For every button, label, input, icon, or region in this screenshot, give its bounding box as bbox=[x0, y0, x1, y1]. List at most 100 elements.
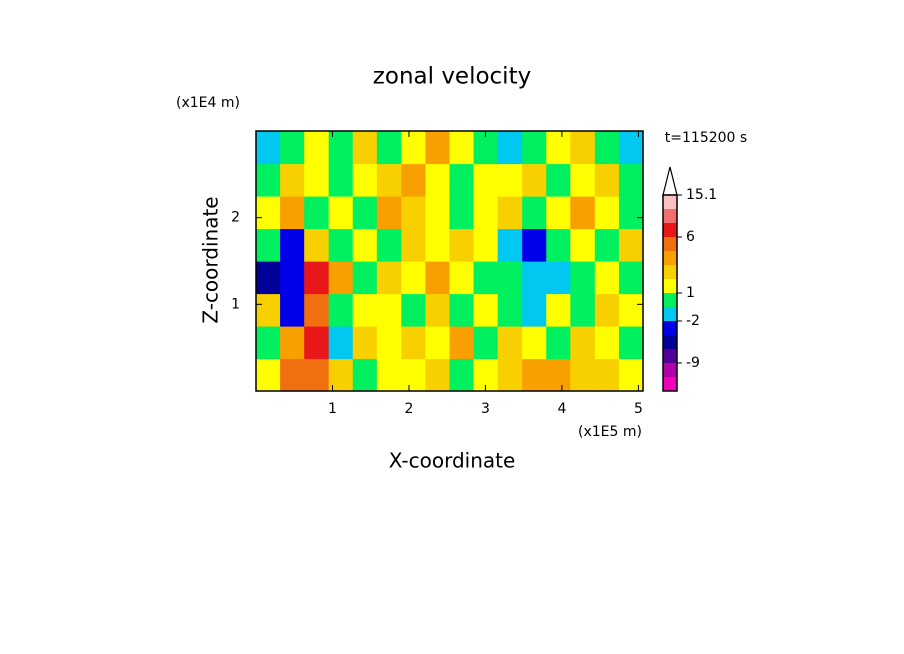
colorbar-segment bbox=[663, 363, 677, 377]
cell bbox=[546, 293, 571, 327]
cell bbox=[352, 163, 378, 197]
cell bbox=[497, 163, 523, 197]
cell bbox=[497, 228, 523, 262]
cell bbox=[522, 131, 547, 165]
colorbar-segment bbox=[663, 307, 677, 321]
cell bbox=[449, 293, 475, 327]
cell bbox=[376, 261, 402, 295]
colorbar-tick-label: 15.1 bbox=[686, 187, 717, 203]
cell bbox=[473, 326, 499, 360]
cell bbox=[473, 293, 499, 327]
cell bbox=[376, 163, 402, 197]
cell bbox=[497, 261, 523, 295]
cell bbox=[618, 163, 644, 197]
cell bbox=[304, 326, 330, 360]
cell bbox=[546, 131, 571, 165]
cell bbox=[618, 131, 644, 165]
colorbar-tick-label: -9 bbox=[686, 355, 700, 371]
cell bbox=[376, 228, 402, 262]
colorbar-segment bbox=[663, 377, 677, 391]
cell bbox=[328, 261, 354, 295]
cell bbox=[425, 358, 451, 392]
cell bbox=[546, 326, 571, 360]
cell bbox=[522, 293, 547, 327]
cell bbox=[376, 293, 402, 327]
y-tick-label: 1 bbox=[231, 296, 240, 312]
cell bbox=[352, 326, 378, 360]
colorbar-segment bbox=[663, 251, 677, 265]
cell bbox=[570, 293, 596, 327]
cell bbox=[594, 163, 620, 197]
cell bbox=[256, 163, 281, 197]
cell bbox=[328, 163, 354, 197]
colorbar-segment bbox=[663, 349, 677, 363]
cell bbox=[280, 196, 305, 230]
cell bbox=[594, 131, 620, 165]
cell bbox=[618, 196, 644, 230]
cell bbox=[401, 196, 427, 230]
cell bbox=[328, 196, 354, 230]
cell bbox=[449, 228, 475, 262]
cell bbox=[449, 196, 475, 230]
cell bbox=[425, 196, 451, 230]
plot-frame bbox=[255, 130, 644, 392]
cell bbox=[401, 228, 427, 262]
cell bbox=[570, 261, 596, 295]
x-tick-label: 4 bbox=[557, 401, 566, 417]
cell bbox=[570, 163, 596, 197]
cell bbox=[425, 293, 451, 327]
cell bbox=[522, 326, 547, 360]
cell bbox=[352, 228, 378, 262]
cell bbox=[425, 163, 451, 197]
cell bbox=[304, 163, 330, 197]
cell bbox=[594, 196, 620, 230]
cell bbox=[497, 293, 523, 327]
cell bbox=[497, 326, 523, 360]
colorbar bbox=[663, 195, 677, 391]
cell bbox=[594, 358, 620, 392]
cell bbox=[256, 131, 281, 165]
x-unit: (x1E5 m) bbox=[578, 424, 642, 440]
colorbar-tick-label: 6 bbox=[686, 229, 695, 245]
x-tick-label: 2 bbox=[405, 401, 414, 417]
cell bbox=[594, 326, 620, 360]
cell bbox=[280, 261, 305, 295]
colorbar-segment bbox=[663, 265, 677, 279]
cell bbox=[376, 196, 402, 230]
cell bbox=[352, 196, 378, 230]
cell bbox=[352, 131, 378, 165]
field bbox=[256, 131, 644, 392]
cell bbox=[304, 131, 330, 165]
cell bbox=[401, 131, 427, 165]
cell bbox=[522, 358, 547, 392]
x-tick-label: 1 bbox=[328, 401, 337, 417]
cell bbox=[473, 196, 499, 230]
cell bbox=[304, 196, 330, 230]
x-axis-label: X-coordinate bbox=[389, 449, 516, 473]
cell bbox=[328, 228, 354, 262]
cell bbox=[618, 228, 644, 262]
colorbar-segment bbox=[663, 195, 677, 209]
cell bbox=[352, 293, 378, 327]
cell bbox=[522, 261, 547, 295]
cell bbox=[304, 293, 330, 327]
x-tick-label: 3 bbox=[481, 401, 490, 417]
cell bbox=[522, 163, 547, 197]
cell bbox=[376, 326, 402, 360]
cell bbox=[594, 261, 620, 295]
cell bbox=[546, 163, 571, 197]
cell bbox=[473, 163, 499, 197]
cell bbox=[256, 196, 281, 230]
colorbar-segment bbox=[663, 223, 677, 237]
cell bbox=[522, 228, 547, 262]
y-axis-label: Z-coordinate bbox=[199, 196, 223, 323]
cell bbox=[618, 326, 644, 360]
cell bbox=[618, 261, 644, 295]
cell bbox=[401, 163, 427, 197]
cell bbox=[401, 358, 427, 392]
cell bbox=[304, 358, 330, 392]
cell bbox=[497, 358, 523, 392]
colorbar-segment bbox=[663, 237, 677, 251]
cell bbox=[570, 228, 596, 262]
